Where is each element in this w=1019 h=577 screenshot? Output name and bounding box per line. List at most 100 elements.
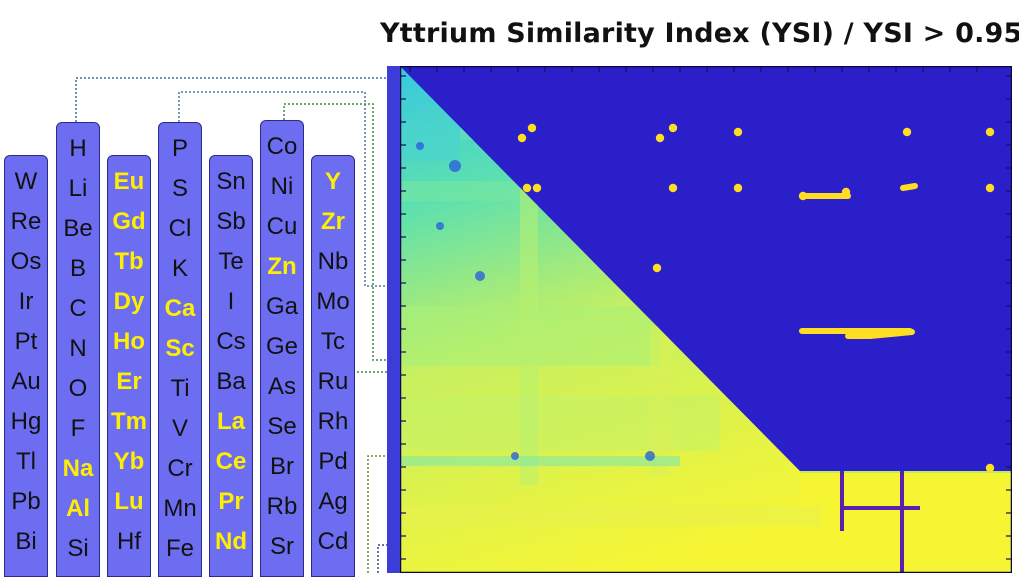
element-c: C — [69, 295, 87, 322]
ysi-threshold-point-6 — [902, 127, 912, 137]
element-zr: Zr — [321, 208, 345, 235]
element-nd: Nd — [215, 528, 247, 555]
element-li: Li — [68, 175, 88, 202]
element-pb: Pb — [11, 488, 41, 515]
element-os: Os — [10, 248, 42, 275]
element-er: Er — [116, 368, 142, 395]
element-sc: Sc — [165, 335, 195, 362]
ysi-threshold-point-13 — [652, 263, 662, 273]
element-s: S — [171, 175, 188, 202]
ysi-threshold-run-5 — [867, 329, 915, 339]
connector-line-2 — [178, 91, 388, 287]
element-ho: Ho — [113, 328, 145, 355]
connector-line-3 — [283, 103, 388, 361]
element-w: W — [14, 168, 38, 195]
element-column-6: Co Ni Cu Zn Ga Ge As Se Br Rb Sr — [260, 120, 304, 577]
similarity-cluster-8 — [400, 456, 680, 466]
element-ca: Ca — [164, 295, 196, 322]
element-bi: Bi — [15, 528, 37, 555]
element-ru: Ru — [317, 368, 349, 395]
similarity-cluster-6 — [520, 186, 538, 486]
element-k: K — [171, 255, 188, 282]
element-ga: Ga — [265, 293, 298, 320]
ysi-threshold-point-11 — [733, 183, 743, 193]
element-ge: Ge — [265, 333, 298, 360]
element-fe: Fe — [165, 535, 194, 562]
element-sn: Sn — [216, 168, 246, 195]
ysi-threshold-point-8 — [522, 183, 532, 193]
element-column-4: P S Cl K Ca Sc Ti V Cr Mn Fe — [158, 122, 202, 577]
low-similarity-spot-1 — [449, 160, 461, 172]
element-ba: Ba — [216, 368, 246, 395]
element-au: Au — [11, 368, 41, 395]
element-lu: Lu — [114, 488, 144, 515]
element-i: I — [227, 288, 235, 315]
element-cr: Cr — [167, 455, 193, 482]
similarity-cluster-9 — [400, 506, 820, 526]
low-similarity-spot-6 — [436, 222, 444, 230]
element-rh: Rh — [317, 408, 349, 435]
element-be: Be — [63, 215, 93, 242]
element-na: Na — [62, 455, 94, 482]
element-tb: Tb — [114, 248, 144, 275]
ysi-threshold-point-10 — [668, 183, 678, 193]
element-mn: Mn — [163, 495, 197, 522]
low-similarity-spot-2 — [475, 271, 485, 281]
element-ti: Ti — [170, 375, 190, 402]
element-re: Re — [10, 208, 42, 235]
ysi-threshold-point-16 — [985, 463, 995, 473]
element-column-7: Y Zr Nb Mo Tc Ru Rh Pd Ag Cd — [311, 155, 355, 577]
element-pr: Pr — [218, 488, 244, 515]
element-eu: Eu — [113, 168, 145, 195]
element-p: P — [171, 135, 188, 162]
element-o: O — [68, 375, 88, 402]
low-similarity-spot-4 — [511, 452, 519, 460]
element-br: Br — [270, 453, 294, 480]
element-column-3: Eu Gd Tb Dy Ho Er Tm Yb Lu Hf — [107, 155, 151, 577]
ysi-threshold-run-2 — [900, 183, 918, 191]
element-pd: Pd — [318, 448, 348, 475]
ysi-threshold-point-1 — [527, 123, 537, 133]
similarity-cluster-1 — [400, 121, 460, 161]
connector-line-6 — [377, 544, 388, 573]
element-ni: Ni — [270, 173, 294, 200]
ysi-threshold-point-3 — [668, 123, 678, 133]
element-gd: Gd — [112, 208, 146, 235]
element-as: As — [267, 373, 296, 400]
block-divider-2 — [840, 506, 920, 510]
block-divider-1 — [840, 471, 844, 531]
ysi-threshold-point-9 — [532, 183, 542, 193]
similarity-cluster-2 — [400, 181, 530, 201]
element-f: F — [70, 415, 86, 442]
connector-line-1 — [75, 77, 388, 122]
element-hg: Hg — [10, 408, 42, 435]
element-dy: Dy — [113, 288, 145, 315]
ysi-threshold-point-2 — [517, 133, 527, 143]
element-ag: Ag — [318, 488, 348, 515]
element-v: V — [171, 415, 188, 442]
element-b: B — [69, 255, 86, 282]
similarity-cluster-7 — [650, 326, 670, 476]
element-sr: Sr — [270, 533, 294, 560]
heatmap-left-bar — [387, 66, 400, 573]
element-pt: Pt — [14, 328, 38, 355]
element-mo: Mo — [316, 288, 350, 315]
element-h: H — [69, 135, 87, 162]
element-ir: Ir — [18, 288, 34, 315]
element-cs: Cs — [216, 328, 246, 355]
element-cd: Cd — [317, 528, 349, 555]
element-cu: Cu — [266, 213, 298, 240]
chart-title: Yttrium Similarity Index (YSI) / YSI > 0… — [380, 18, 1019, 49]
element-tc: Tc — [321, 328, 345, 355]
ysi-threshold-point-5 — [733, 127, 743, 137]
element-y: Y — [324, 168, 341, 195]
element-n: N — [69, 335, 87, 362]
low-similarity-spot-3 — [645, 451, 655, 461]
element-yb: Yb — [113, 448, 145, 475]
element-hf: Hf — [117, 528, 141, 555]
element-sb: Sb — [216, 208, 246, 235]
element-se: Se — [267, 413, 297, 440]
element-si: Si — [67, 535, 89, 562]
element-cl: Cl — [168, 215, 192, 242]
element-la: La — [216, 408, 245, 435]
